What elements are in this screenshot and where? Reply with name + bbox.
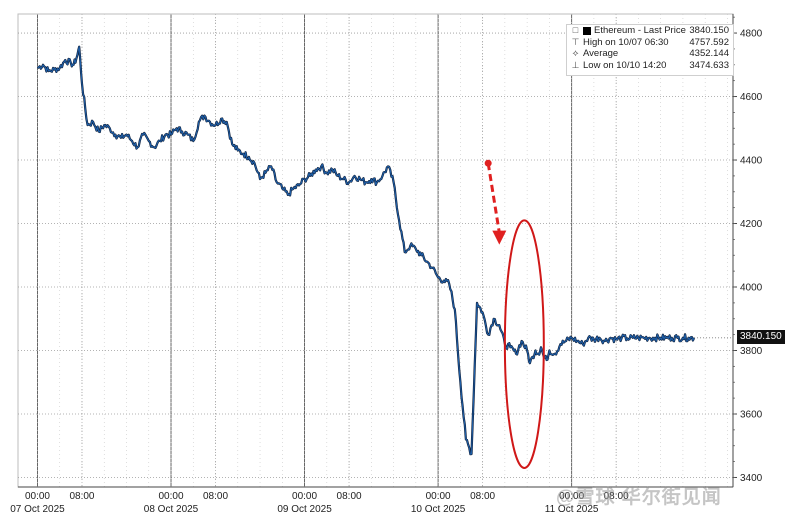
legend-value: 3840.150: [689, 25, 729, 36]
x-date-label: 10 Oct 2025: [411, 504, 466, 515]
x-date-label: 09 Oct 2025: [277, 504, 332, 515]
x-date-label: 11 Oct 2025: [545, 504, 599, 515]
legend-label: High on 10/07 06:30: [583, 36, 669, 48]
y-tick-label: 4600: [740, 92, 763, 103]
watermark: @雪球 华尔街见闻: [556, 487, 722, 508]
x-tick-label: 08:00: [604, 491, 629, 502]
legend-item-last-price: □ Ethereum - Last Price 3840.150: [567, 25, 733, 37]
legend-label: Low on 10/10 14:20: [583, 59, 667, 71]
legend-item-high: ⊤ High on 10/07 06:30 4757.592: [567, 37, 733, 49]
legend-value: 3474.633: [689, 59, 729, 71]
legend-label: Average: [583, 48, 619, 59]
arrow-shaft: [486, 162, 501, 233]
x-tick-label: 00:00: [292, 491, 317, 502]
x-date-label: 08 Oct 2025: [144, 504, 199, 515]
high-marker-icon: ⊤: [571, 36, 580, 47]
y-tick-label: 3800: [740, 346, 763, 357]
last-price-badge: 3840.150: [737, 329, 785, 344]
x-tick-label: 00:00: [559, 491, 584, 502]
highlight-ellipse: [503, 219, 545, 469]
x-tick-label: 08:00: [69, 491, 94, 502]
x-tick-label: 08:00: [337, 491, 362, 502]
average-marker-icon: ⟡: [572, 48, 579, 58]
legend: □ Ethereum - Last Price 3840.150 ⊤ High …: [566, 24, 734, 76]
legend-square-icon: [583, 27, 591, 35]
series-line-shadow: [36, 45, 696, 456]
low-marker-icon: ⊥: [571, 59, 580, 70]
legend-value: 4352.144: [689, 48, 729, 59]
plot-frame: [17, 13, 734, 488]
legend-item-low: ⊥ Low on 10/10 14:20 3474.633: [567, 60, 733, 72]
y-tick-label: 4400: [740, 156, 763, 167]
y-tick-label: 3600: [740, 409, 763, 420]
axes: 3400 3600 3800 4000 4200 4400 4600 4800 00:00 07 …: [10, 14, 763, 515]
series-line: [37, 46, 695, 455]
y-tick-label: 4000: [740, 283, 763, 294]
x-tick-label: 00:00: [426, 491, 451, 502]
arrow-head: [492, 230, 507, 245]
y-tick-label: 4800: [740, 29, 763, 40]
legend-value: 4757.592: [689, 36, 729, 48]
legend-item-average: ⟡ Average 4352.144: [567, 48, 733, 60]
legend-label: Ethereum - Last Price: [594, 25, 686, 36]
annotations: [484, 159, 733, 469]
x-tick-label: 08:00: [203, 491, 228, 502]
y-tick-label: 4200: [740, 219, 763, 230]
legend-collapse-icon: □: [572, 25, 579, 35]
x-tick-label: 08:00: [470, 491, 495, 502]
x-date-label: 07 Oct 2025: [10, 504, 65, 515]
series-area: [36, 45, 696, 456]
grid: [17, 13, 734, 488]
y-tick-label: 3400: [740, 473, 763, 484]
x-tick-label: 00:00: [158, 491, 183, 502]
x-tick-label: 00:00: [25, 491, 50, 502]
